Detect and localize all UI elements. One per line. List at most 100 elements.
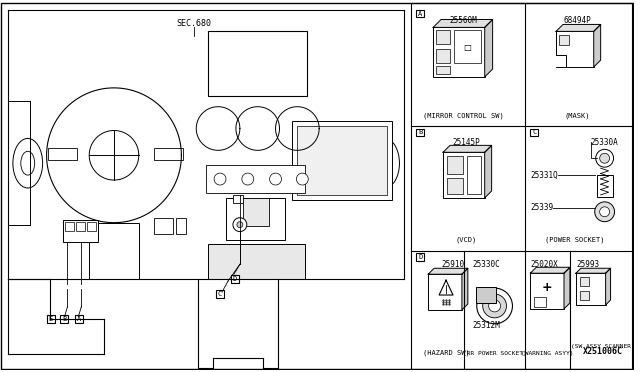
Bar: [476, 287, 495, 303]
Bar: [580, 291, 589, 300]
Bar: [177, 218, 186, 234]
Bar: [63, 220, 98, 241]
Text: (VCD): (VCD): [455, 237, 477, 244]
Circle shape: [600, 207, 609, 217]
Bar: [208, 31, 307, 96]
Bar: [206, 165, 305, 193]
Bar: [243, 198, 269, 226]
Bar: [89, 223, 139, 279]
Text: (MASK): (MASK): [564, 112, 589, 119]
Ellipse shape: [370, 138, 399, 188]
Bar: [447, 178, 463, 194]
Bar: [443, 152, 484, 198]
Text: (HAZARD SW): (HAZARD SW): [422, 350, 469, 356]
Circle shape: [296, 173, 308, 185]
Bar: [534, 297, 546, 307]
Bar: [216, 290, 224, 298]
Bar: [436, 31, 450, 44]
Text: D: D: [233, 276, 237, 282]
Bar: [447, 156, 463, 174]
Text: 25330A: 25330A: [591, 138, 618, 147]
Polygon shape: [484, 19, 493, 77]
Ellipse shape: [21, 151, 35, 175]
Bar: [428, 274, 462, 310]
Text: 25312M: 25312M: [473, 321, 500, 330]
Polygon shape: [605, 268, 611, 305]
Polygon shape: [594, 25, 601, 67]
Bar: [231, 275, 239, 283]
Text: (WARNING ASYY): (WARNING ASYY): [521, 352, 573, 356]
Bar: [226, 198, 285, 240]
Text: 25560M: 25560M: [449, 16, 477, 25]
Circle shape: [595, 202, 614, 222]
Circle shape: [242, 173, 253, 185]
Polygon shape: [428, 268, 468, 274]
Text: 25330C: 25330C: [473, 260, 500, 269]
Text: (SW ASSY SCANNER): (SW ASSY SCANNER): [571, 344, 634, 349]
Bar: [87, 222, 96, 231]
Text: (POWER SOCKET): (POWER SOCKET): [545, 237, 605, 244]
Bar: [436, 66, 450, 74]
Text: 25145P: 25145P: [452, 138, 480, 147]
Bar: [233, 195, 243, 203]
Text: B: B: [62, 316, 67, 322]
Bar: [208, 244, 305, 279]
Bar: [76, 315, 83, 323]
Text: 25020X: 25020X: [531, 260, 558, 269]
Text: +: +: [542, 280, 552, 294]
Text: C: C: [218, 291, 222, 297]
Bar: [576, 273, 605, 305]
Text: 68494P: 68494P: [563, 16, 591, 25]
Bar: [531, 128, 538, 137]
Bar: [154, 218, 173, 234]
Polygon shape: [556, 25, 601, 31]
Polygon shape: [462, 268, 468, 310]
Text: (RR POWER SOCKET): (RR POWER SOCKET): [463, 352, 527, 356]
Polygon shape: [433, 19, 493, 28]
Bar: [436, 49, 450, 63]
Bar: [298, 125, 387, 195]
Text: 25339: 25339: [531, 203, 554, 212]
Ellipse shape: [378, 151, 392, 175]
Bar: [416, 128, 424, 137]
Bar: [65, 222, 74, 231]
Bar: [559, 35, 569, 45]
Bar: [433, 28, 484, 77]
Bar: [531, 273, 564, 309]
Polygon shape: [564, 267, 570, 309]
Text: A: A: [77, 316, 81, 322]
Circle shape: [214, 173, 226, 185]
Bar: [454, 31, 481, 63]
Text: D: D: [418, 254, 422, 260]
Text: C: C: [532, 129, 536, 135]
Circle shape: [600, 153, 609, 163]
Bar: [416, 253, 424, 262]
Ellipse shape: [13, 138, 43, 188]
Bar: [596, 175, 612, 197]
Text: A: A: [418, 10, 422, 16]
Text: SEC.680: SEC.680: [177, 19, 212, 29]
Circle shape: [233, 218, 247, 232]
Bar: [416, 10, 424, 17]
Circle shape: [269, 173, 282, 185]
Polygon shape: [443, 145, 492, 152]
Circle shape: [596, 149, 614, 167]
Text: B: B: [418, 129, 422, 135]
Bar: [47, 148, 77, 160]
Bar: [60, 315, 68, 323]
Polygon shape: [484, 145, 492, 198]
Polygon shape: [531, 267, 570, 273]
Circle shape: [237, 222, 243, 228]
Text: (MIRROR CONTROL SW): (MIRROR CONTROL SW): [422, 112, 503, 119]
Bar: [76, 222, 85, 231]
Text: □: □: [463, 43, 471, 52]
Polygon shape: [576, 268, 611, 273]
Bar: [154, 148, 184, 160]
Circle shape: [477, 288, 513, 324]
Bar: [580, 277, 589, 286]
Circle shape: [483, 294, 506, 318]
Bar: [292, 121, 392, 200]
Bar: [467, 156, 481, 194]
Text: 25993: 25993: [577, 260, 600, 269]
Text: X251006C: X251006C: [582, 347, 623, 356]
